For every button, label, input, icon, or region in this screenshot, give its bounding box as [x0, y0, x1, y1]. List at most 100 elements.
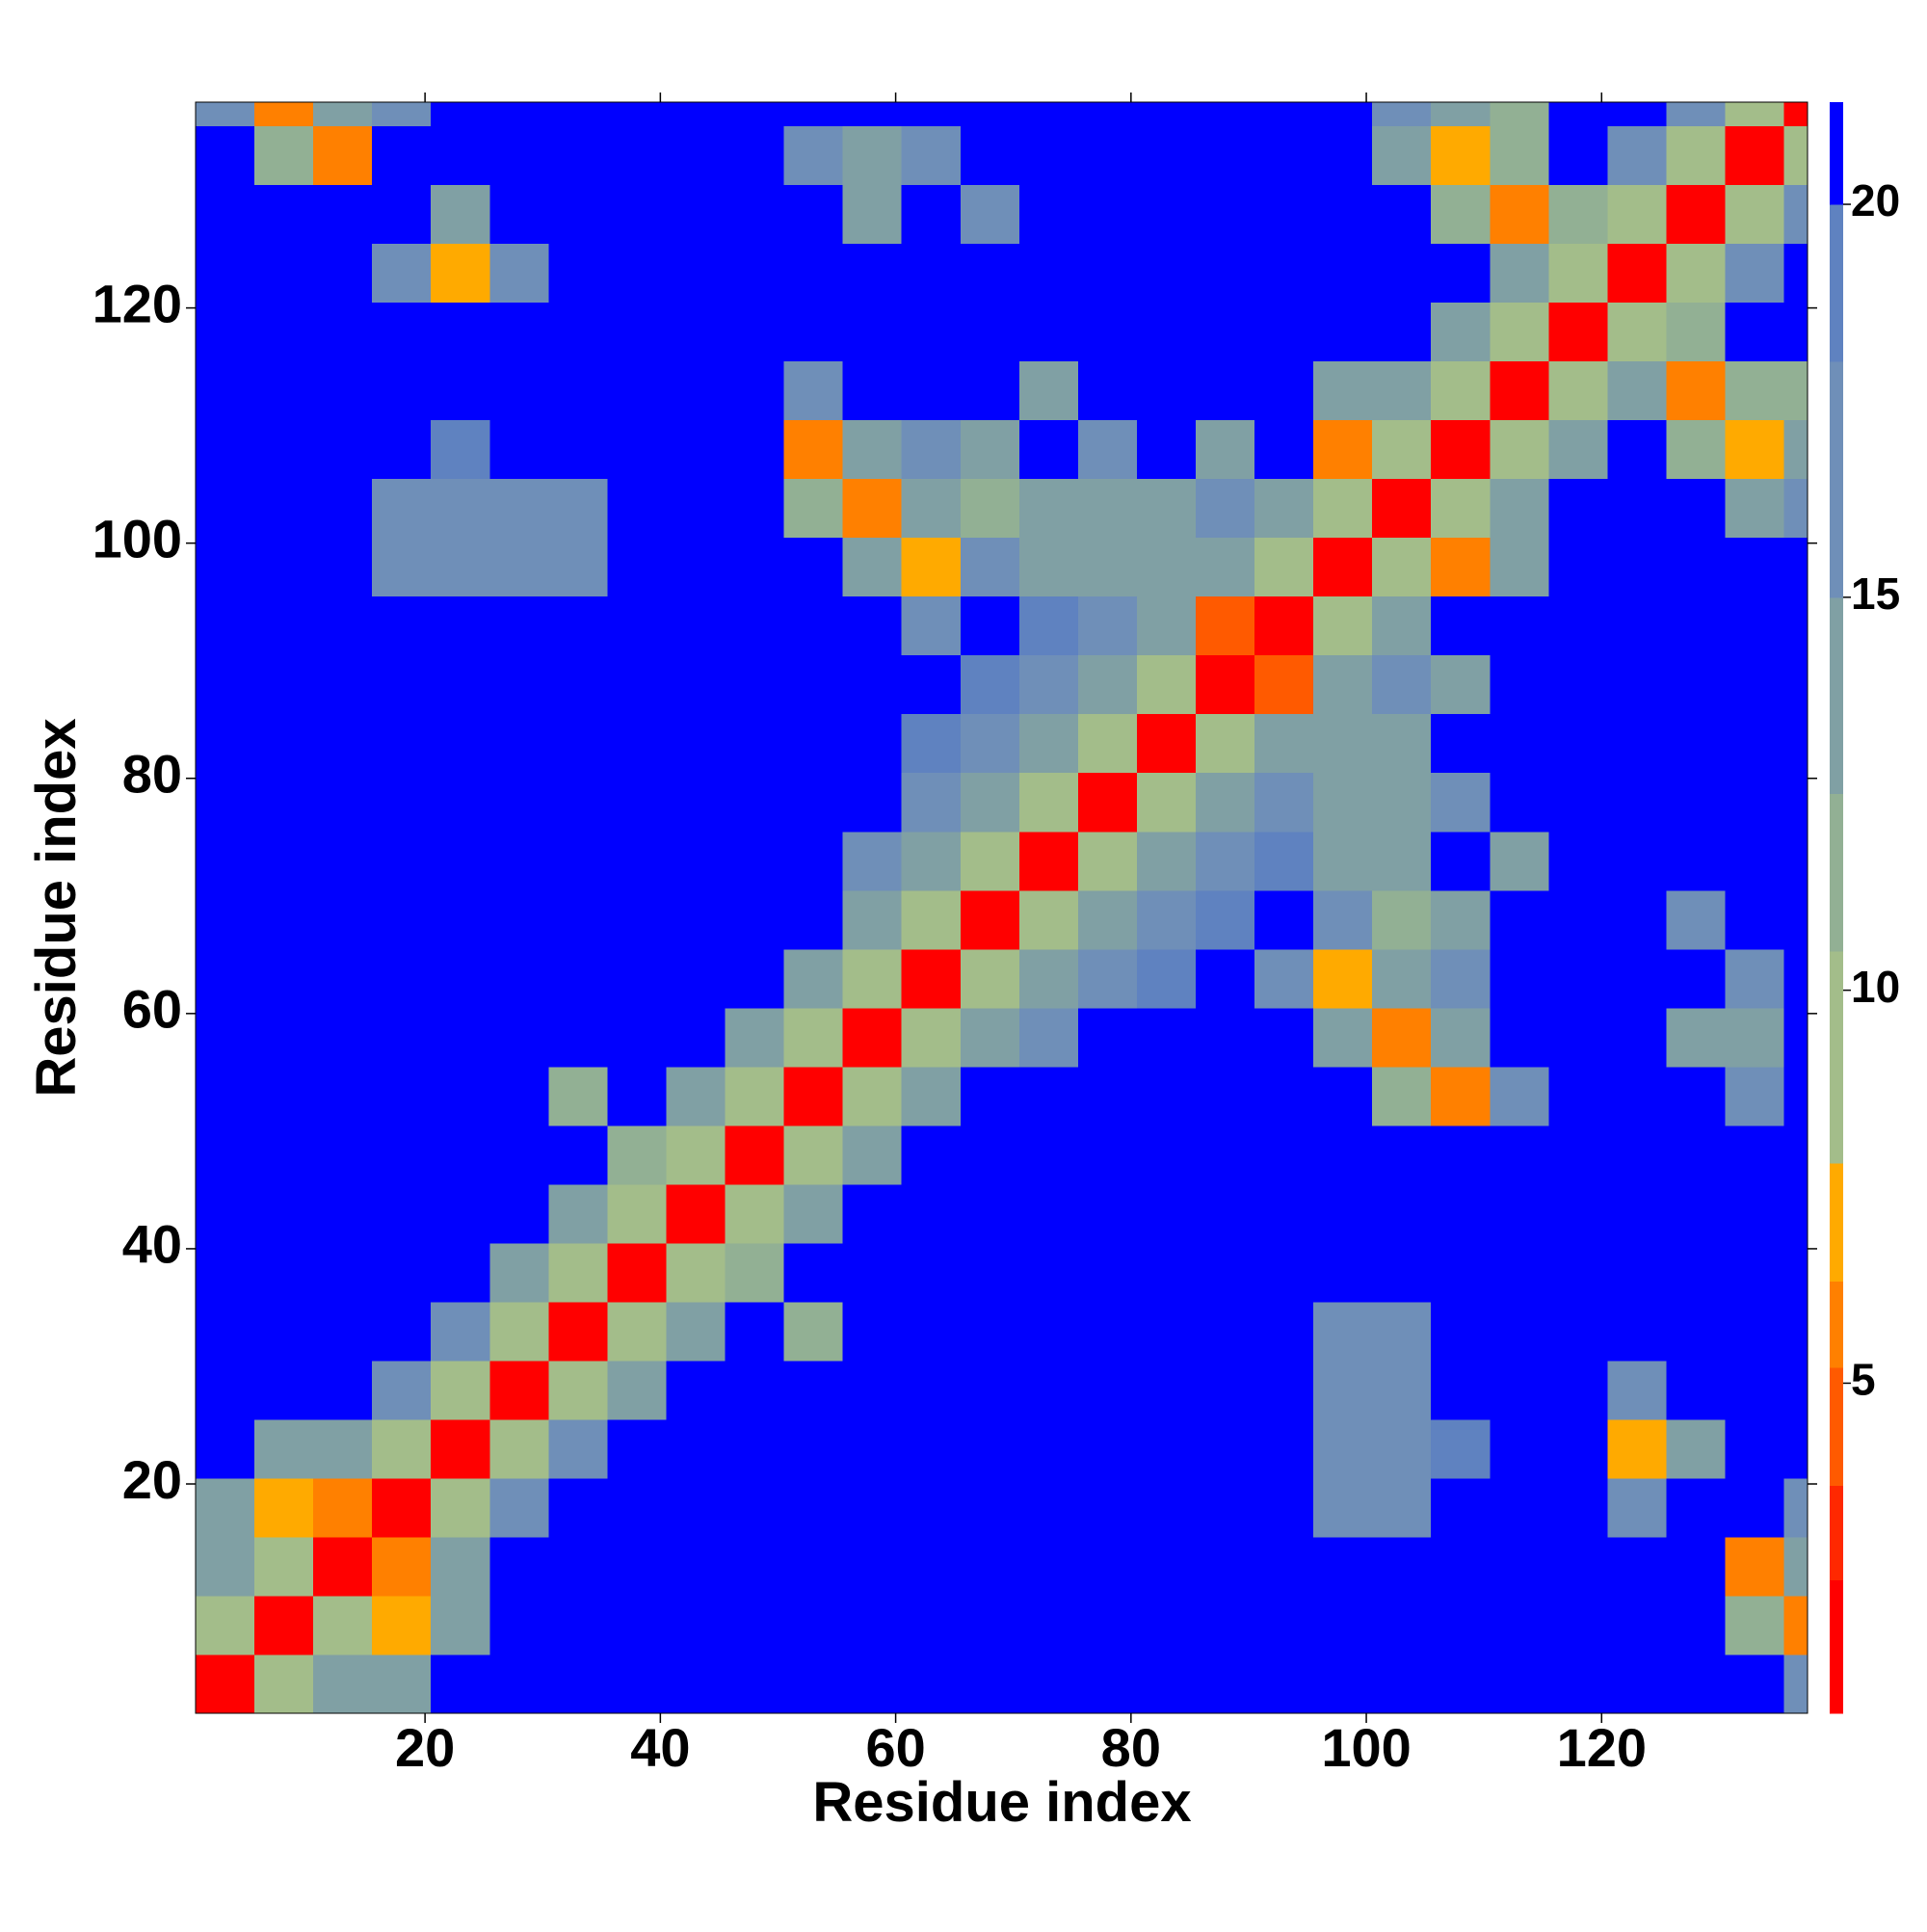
heatmap-cell: [1725, 184, 1785, 245]
heatmap-cell: [1372, 1360, 1432, 1420]
heatmap-cell: [1195, 360, 1255, 421]
heatmap-cell: [725, 1183, 785, 1244]
heatmap-cell: [313, 1183, 373, 1244]
heatmap-cell: [1077, 102, 1138, 127]
heatmap-cell: [1490, 1301, 1549, 1362]
heatmap-cell: [1018, 1007, 1079, 1068]
heatmap-cell: [960, 537, 1020, 597]
heatmap-cell: [1077, 184, 1138, 245]
heatmap-cell: [489, 1125, 549, 1185]
heatmap-cell: [1372, 1066, 1432, 1126]
heatmap-cell: [783, 1242, 844, 1303]
heatmap-cell: [960, 1654, 1020, 1714]
heatmap-cell: [1254, 1007, 1314, 1068]
heatmap-cell: [1372, 360, 1432, 421]
heatmap-cell: [313, 243, 373, 304]
heatmap-cell: [1313, 1477, 1373, 1538]
heatmap-cell: [489, 1242, 549, 1303]
heatmap-cell: [1372, 302, 1432, 362]
heatmap-cell: [254, 1536, 314, 1597]
heatmap-cell: [254, 1007, 314, 1068]
heatmap-cell: [1254, 713, 1314, 774]
heatmap-cell: [783, 1418, 844, 1479]
heatmap-cell: [901, 184, 962, 245]
heatmap-cell: [842, 184, 903, 245]
heatmap-cell: [431, 419, 490, 480]
heatmap-cell: [1018, 948, 1079, 1009]
heatmap-cell: [1666, 713, 1727, 774]
heatmap-cell: [725, 1418, 785, 1479]
heatmap-cell: [431, 1654, 490, 1714]
heatmap-cell: [1431, 948, 1491, 1009]
heatmap-cell: [1313, 184, 1373, 245]
y-axis-label: Residue index: [25, 718, 88, 1097]
heatmap-cell: [1490, 478, 1549, 539]
heatmap-cell: [1254, 1477, 1314, 1538]
heatmap-cell: [1431, 1536, 1491, 1597]
heatmap-cell: [196, 831, 255, 891]
heatmap-cell: [901, 831, 962, 891]
colorbar-segment: [1830, 793, 1843, 952]
heatmap-cell: [607, 1536, 668, 1597]
heatmap-cell: [607, 595, 668, 656]
heatmap-cell: [1313, 1654, 1373, 1714]
heatmap-cell: [372, 772, 432, 833]
heatmap-cell: [783, 1595, 844, 1655]
heatmap-cell: [783, 1066, 844, 1126]
heatmap-cell: [196, 1654, 255, 1714]
heatmap-cell: [254, 537, 314, 597]
heatmap-cell: [607, 948, 668, 1009]
heatmap-cell: [1077, 1654, 1138, 1714]
heatmap-cell: [1431, 1418, 1491, 1479]
heatmap-cell: [1136, 1066, 1197, 1126]
heatmap-cell: [901, 1242, 962, 1303]
heatmap-cell: [431, 360, 490, 421]
heatmap-cell: [783, 102, 844, 127]
heatmap-cell: [666, 125, 726, 186]
heatmap-cell: [1548, 1242, 1609, 1303]
heatmap-cell: [901, 302, 962, 362]
heatmap-cell: [960, 1301, 1020, 1362]
heatmap-cell: [725, 1007, 785, 1068]
heatmap-cell: [607, 302, 668, 362]
heatmap-cell: [725, 772, 785, 833]
heatmap-cell: [196, 1477, 255, 1538]
heatmap-cell: [431, 1418, 490, 1479]
heatmap-cell: [313, 1477, 373, 1538]
heatmap-cell: [372, 1301, 432, 1362]
heatmap-cell: [1666, 1595, 1727, 1655]
heatmap-cell: [960, 772, 1020, 833]
heatmap-cell: [1254, 772, 1314, 833]
heatmap-cell: [1254, 1125, 1314, 1185]
heatmap-cell: [901, 537, 962, 597]
heatmap-cell: [431, 595, 490, 656]
heatmap-cell: [431, 1477, 490, 1538]
heatmap-cell: [1372, 1242, 1432, 1303]
heatmap-cell: [1725, 595, 1785, 656]
heatmap-cell: [1548, 537, 1609, 597]
heatmap-cell: [842, 1066, 903, 1126]
heatmap-cell: [1548, 713, 1609, 774]
heatmap-cell: [1431, 889, 1491, 950]
heatmap-cell: [1254, 1066, 1314, 1126]
heatmap-cell: [196, 184, 255, 245]
heatmap-cell: [960, 1477, 1020, 1538]
heatmap-cell: [489, 102, 549, 127]
heatmap-cell: [548, 889, 609, 950]
heatmap-cell: [313, 1007, 373, 1068]
heatmap-cell: [725, 1654, 785, 1714]
heatmap-cell: [372, 889, 432, 950]
heatmap-cell: [842, 1242, 903, 1303]
heatmap-cell: [313, 1654, 373, 1714]
heatmap-cell: [960, 595, 1020, 656]
heatmap-cell: [1666, 1242, 1727, 1303]
heatmap-cell: [431, 1360, 490, 1420]
heatmap-cell: [196, 654, 255, 715]
heatmap-cell: [1195, 831, 1255, 891]
heatmap-cell: [960, 1418, 1020, 1479]
heatmap-cell: [1077, 1301, 1138, 1362]
heatmap-cell: [1783, 1007, 1808, 1068]
heatmap-cell: [842, 772, 903, 833]
heatmap-cell: [313, 654, 373, 715]
heatmap-cell: [1313, 302, 1373, 362]
